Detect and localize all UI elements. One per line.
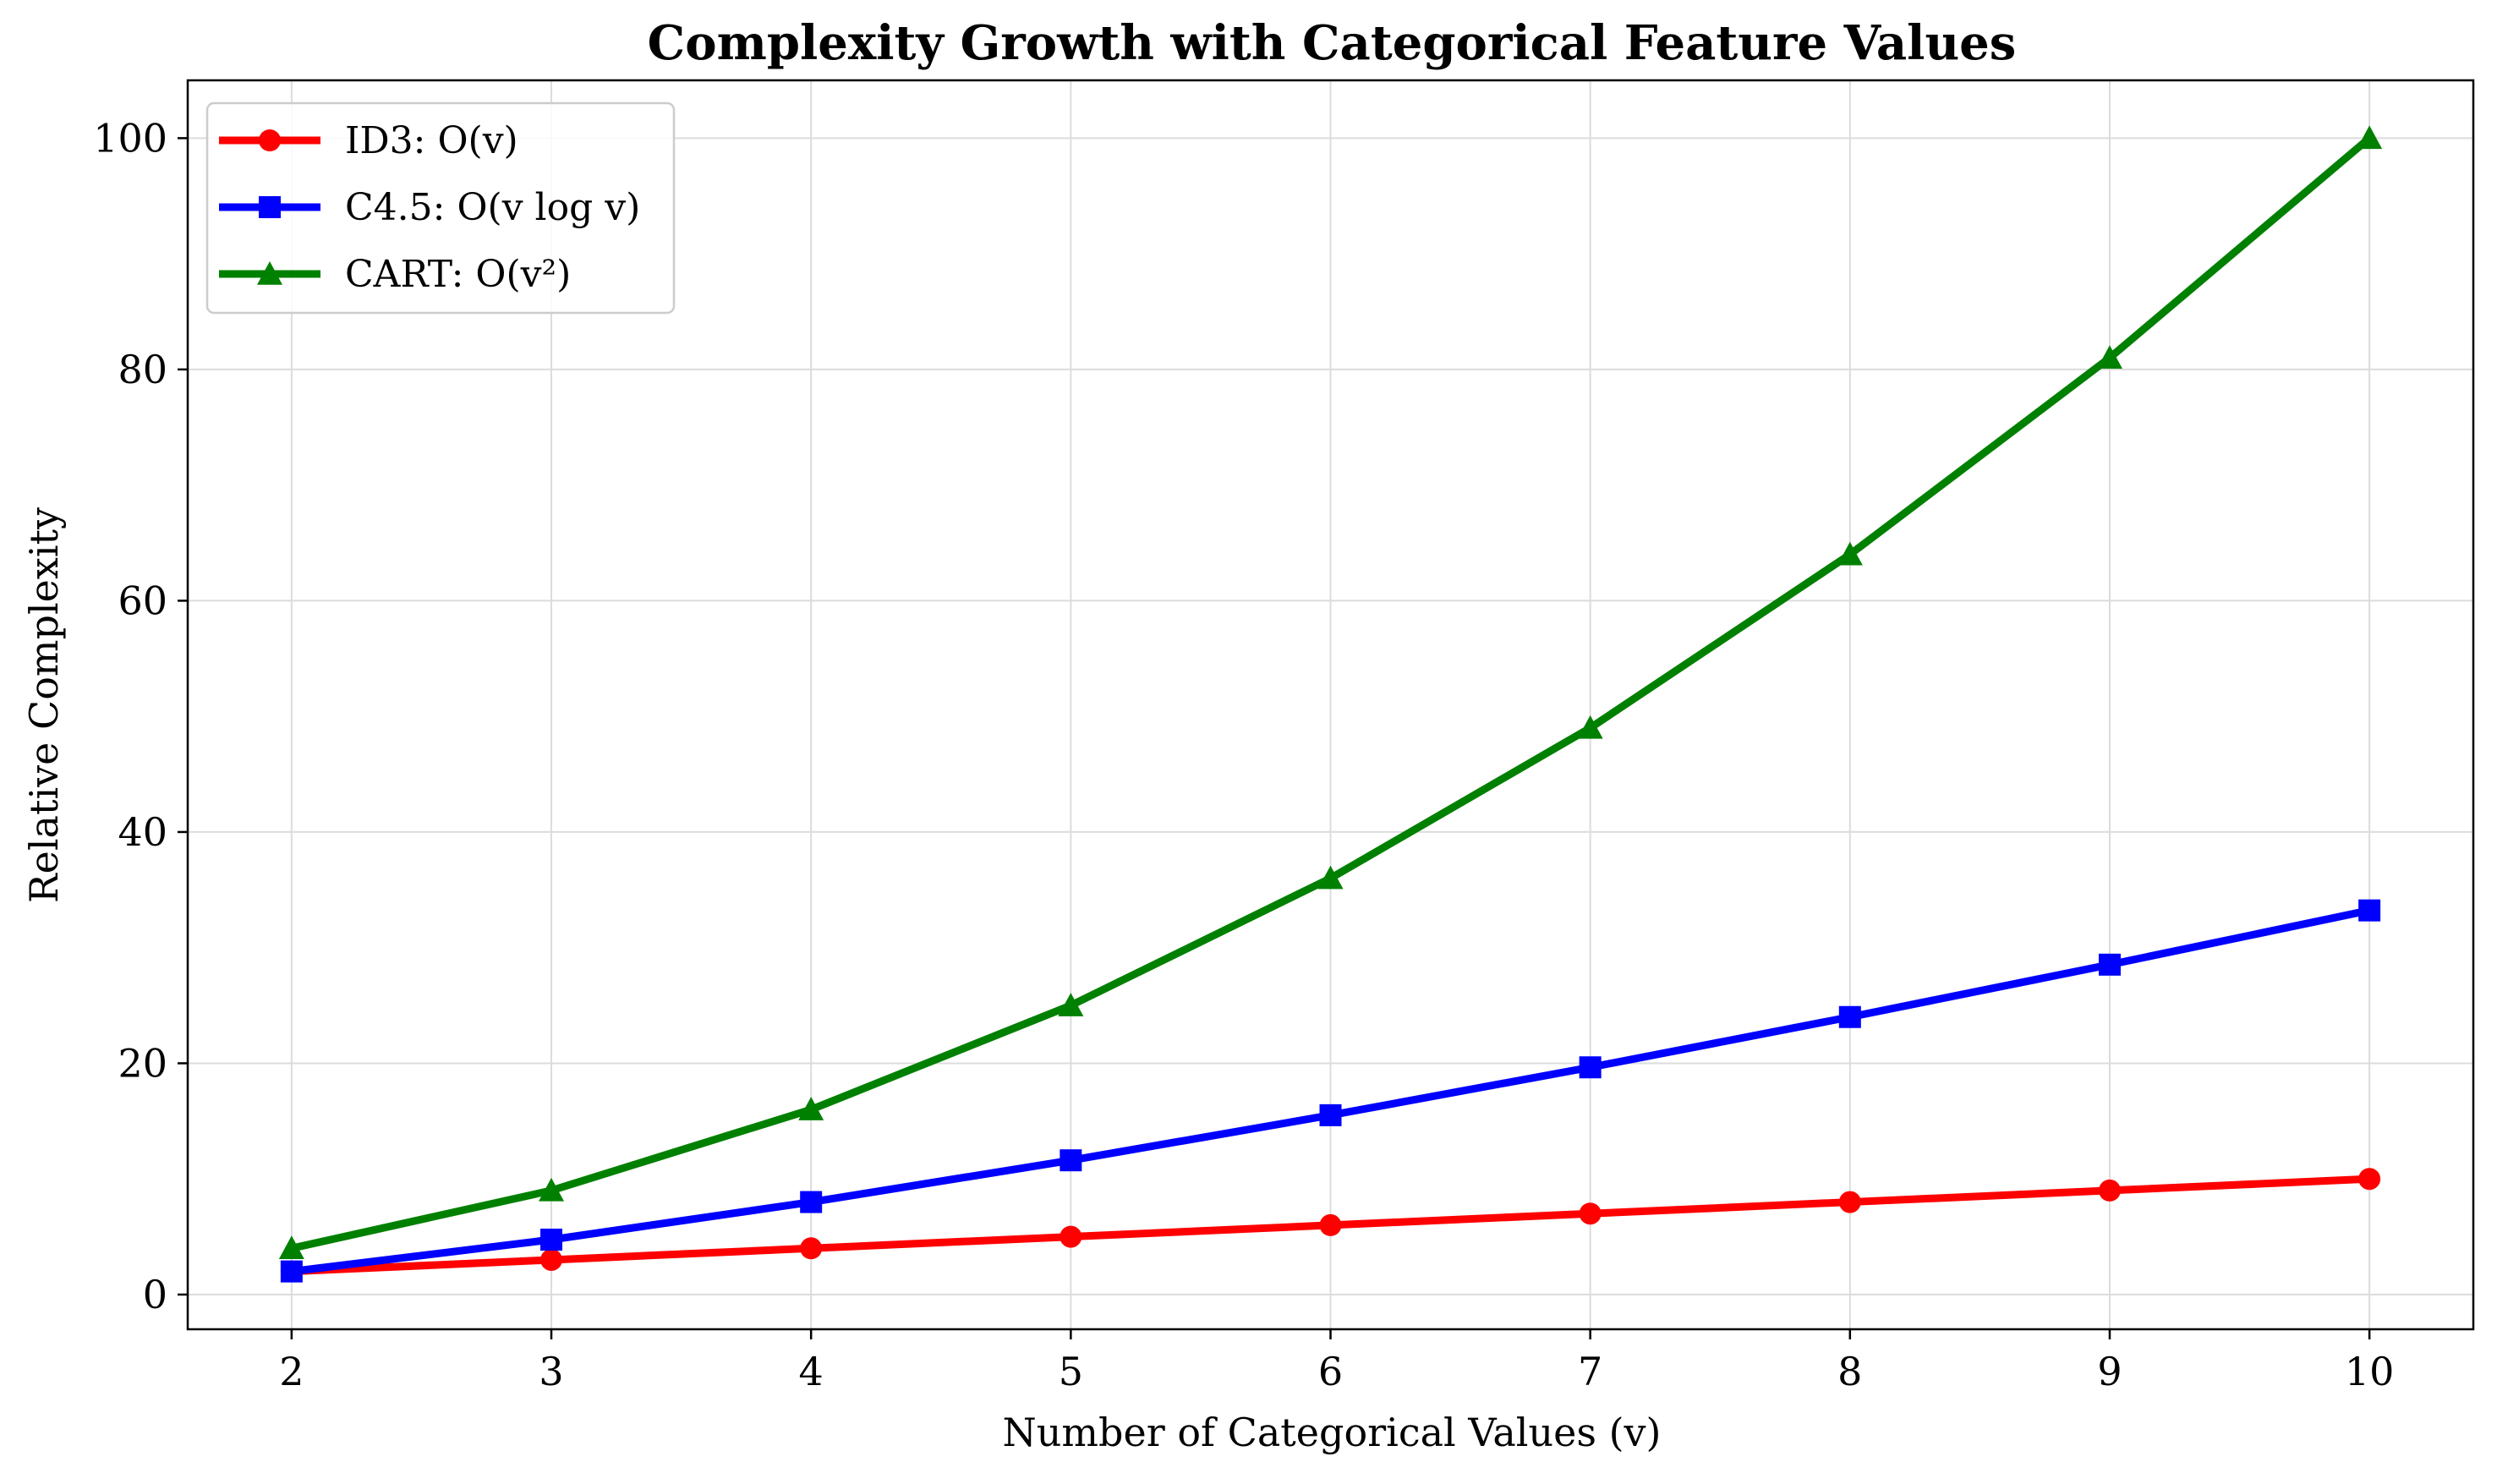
legend-swatch-marker <box>259 129 281 151</box>
y-tick-label: 100 <box>93 115 167 161</box>
x-tick-label: 3 <box>539 1349 563 1394</box>
series-3 <box>278 125 2383 1260</box>
legend-item: C4.5: O(v log v) <box>219 186 640 229</box>
legend: ID3: O(v) C4.5: O(v log v) CART: O(v²) <box>205 101 676 315</box>
data-point <box>2357 125 2383 150</box>
x-tick-label: 8 <box>1837 1349 1862 1394</box>
x-tick-label: 4 <box>799 1349 824 1394</box>
data-point <box>2096 345 2122 369</box>
chart-title: Complexity Growth with Categorical Featu… <box>648 15 2017 71</box>
data-point <box>1060 1225 1082 1248</box>
data-point <box>1319 1213 1342 1236</box>
data-point <box>1838 1005 1861 1028</box>
data-point <box>280 1260 303 1283</box>
data-point <box>2098 1179 2121 1202</box>
y-tick-label: 40 <box>118 809 167 855</box>
y-tick-label: 20 <box>118 1040 167 1086</box>
data-point <box>1060 1149 1082 1172</box>
x-tick-label: 10 <box>2345 1349 2395 1394</box>
x-tick-label: 2 <box>279 1349 304 1394</box>
y-tick-label: 60 <box>118 578 167 623</box>
data-point <box>1579 1056 1602 1079</box>
legend-item: CART: O(v²) <box>219 253 571 296</box>
series-2 <box>280 899 2381 1283</box>
data-point <box>1577 715 1603 739</box>
x-tick-label: 9 <box>2097 1349 2122 1394</box>
data-point <box>540 1248 563 1271</box>
legend-label: CART: O(v²) <box>345 253 571 296</box>
data-point <box>540 1229 563 1251</box>
data-point <box>1579 1202 1602 1225</box>
data-point <box>539 1177 565 1202</box>
data-point <box>798 1097 824 1120</box>
data-point <box>1837 541 1863 566</box>
data-point <box>1317 865 1344 890</box>
legend-frame <box>205 101 676 315</box>
data-point <box>2358 1168 2381 1191</box>
data-point <box>2358 899 2381 922</box>
data-point <box>800 1237 823 1260</box>
legend-item: ID3: O(v) <box>219 119 518 162</box>
x-tick-label: 6 <box>1318 1349 1343 1394</box>
x-tick-label: 5 <box>1059 1349 1083 1394</box>
data-point <box>1058 993 1084 1016</box>
y-axis-label: Relative Complexity <box>21 507 67 903</box>
legend-swatch-marker <box>257 261 282 285</box>
y-tick-label: 80 <box>118 347 167 392</box>
legend-label: C4.5: O(v log v) <box>345 186 640 229</box>
legend-swatch-marker <box>259 196 281 218</box>
series-layer <box>278 125 2383 1283</box>
data-point <box>1838 1191 1861 1213</box>
legend-label: ID3: O(v) <box>345 119 518 162</box>
data-point <box>1319 1103 1342 1126</box>
x-tick-label: 7 <box>1578 1349 1602 1394</box>
data-point <box>2098 953 2121 976</box>
data-point <box>800 1191 823 1213</box>
x-axis-label: Number of Categorical Values (v) <box>1003 1410 1662 1455</box>
data-point <box>278 1235 304 1260</box>
y-tick-label: 0 <box>143 1272 167 1317</box>
